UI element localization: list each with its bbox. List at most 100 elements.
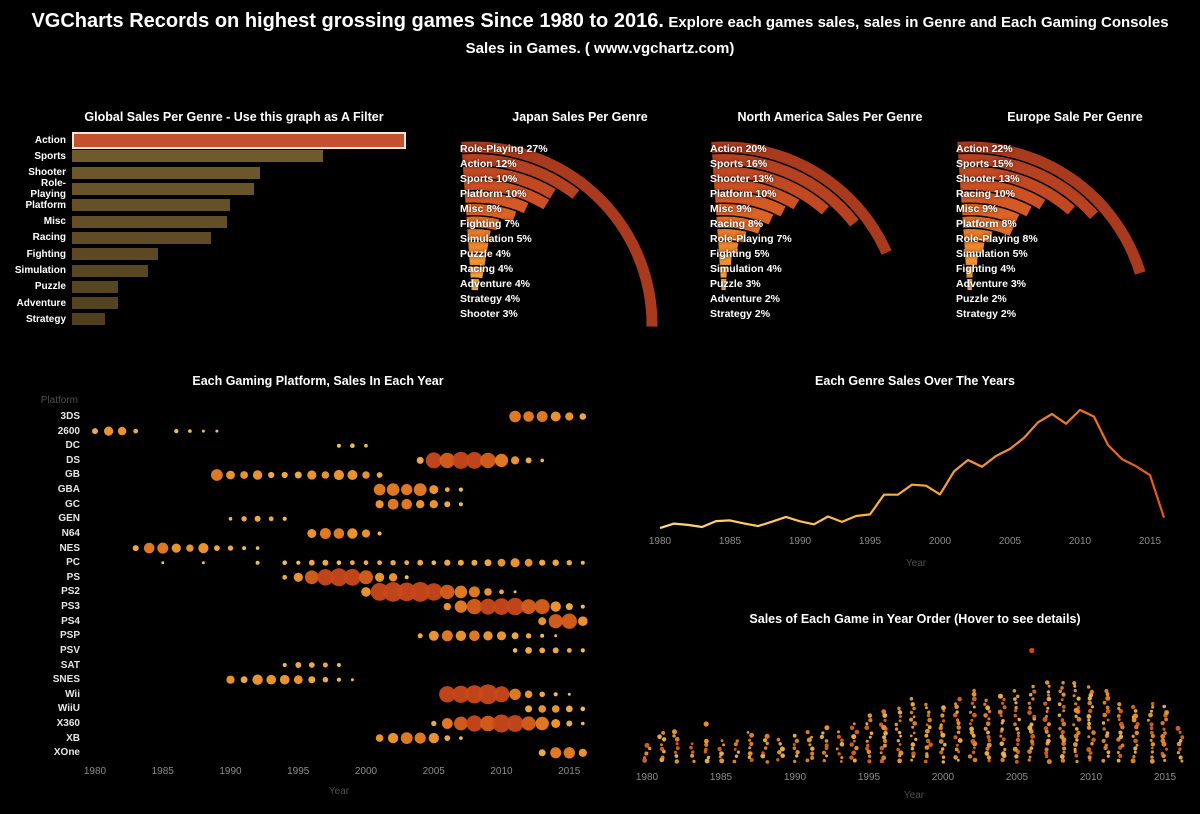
game-dot[interactable]: [1165, 747, 1168, 751]
game-dot[interactable]: [659, 746, 665, 752]
genre-bar-row[interactable]: Simulation: [8, 262, 460, 278]
sales-bubble[interactable]: [444, 559, 451, 566]
game-dot[interactable]: [748, 746, 752, 750]
sales-bubble[interactable]: [375, 734, 384, 742]
arc-platform[interactable]: [713, 178, 800, 210]
game-dot[interactable]: [776, 758, 780, 762]
sales-bubble[interactable]: [550, 601, 561, 612]
game-dot[interactable]: [1162, 727, 1166, 731]
game-dot[interactable]: [923, 759, 928, 764]
game-dot[interactable]: [1027, 749, 1032, 754]
game-dot[interactable]: [954, 702, 957, 706]
game-dot[interactable]: [868, 735, 872, 739]
game-dot[interactable]: [854, 729, 860, 735]
game-dot[interactable]: [765, 760, 770, 764]
sales-bubble[interactable]: [322, 676, 329, 683]
game-dot[interactable]: [822, 758, 826, 763]
game-dot[interactable]: [1047, 684, 1051, 688]
game-dot[interactable]: [1031, 697, 1035, 701]
game-dot[interactable]: [1045, 714, 1048, 718]
game-dot[interactable]: [837, 730, 840, 734]
game-dot[interactable]: [810, 751, 815, 756]
game-dot[interactable]: [1076, 696, 1081, 701]
game-dot[interactable]: [882, 743, 887, 748]
game-dot[interactable]: [839, 760, 843, 763]
game-dot[interactable]: [879, 759, 884, 764]
game-dot[interactable]: [956, 758, 960, 762]
game-dot[interactable]: [941, 747, 945, 751]
sales-bubble[interactable]: [143, 542, 155, 554]
arc-racing[interactable]: [468, 241, 489, 254]
sales-bubble[interactable]: [255, 560, 260, 565]
sales-bubble[interactable]: [506, 597, 524, 616]
game-dot[interactable]: [925, 706, 928, 710]
sales-bubble[interactable]: [390, 560, 396, 566]
game-dot[interactable]: [925, 752, 929, 756]
platform-label-gb[interactable]: GB: [65, 469, 80, 481]
sales-bubble[interactable]: [580, 560, 585, 565]
game-dot[interactable]: [1149, 722, 1154, 727]
game-dot[interactable]: [1045, 710, 1049, 713]
game-dot[interactable]: [954, 747, 959, 752]
game-dot[interactable]: [897, 706, 901, 711]
game-dot[interactable]: [851, 734, 857, 740]
game-dot[interactable]: [954, 704, 959, 710]
game-dot[interactable]: [912, 721, 917, 726]
game-dot[interactable]: [1105, 692, 1110, 697]
game-dot[interactable]: [675, 742, 679, 746]
game-dot[interactable]: [1028, 706, 1032, 710]
game-dot[interactable]: [1086, 747, 1092, 753]
game-dot[interactable]: [1104, 733, 1109, 738]
game-dot[interactable]: [1117, 718, 1121, 721]
game-dot[interactable]: [957, 696, 962, 702]
sales-bubble[interactable]: [401, 498, 413, 510]
sales-bubble[interactable]: [240, 676, 248, 684]
genre-line-plot[interactable]: [650, 394, 1190, 544]
game-dot[interactable]: [987, 717, 991, 721]
arc-simulation[interactable]: [718, 241, 739, 254]
sales-bubble[interactable]: [361, 587, 371, 597]
sales-bubble[interactable]: [459, 736, 463, 740]
sales-bubble[interactable]: [417, 559, 424, 566]
sales-bubble[interactable]: [400, 732, 413, 744]
sales-bubble[interactable]: [388, 573, 398, 582]
game-dot[interactable]: [942, 719, 946, 723]
sales-bubble[interactable]: [554, 634, 558, 638]
game-dot[interactable]: [972, 705, 976, 709]
game-dot[interactable]: [689, 745, 693, 750]
game-dot[interactable]: [952, 712, 958, 718]
game-dot[interactable]: [1062, 709, 1066, 713]
game-dot[interactable]: [1029, 739, 1035, 744]
game-dot[interactable]: [986, 742, 992, 748]
game-dot[interactable]: [779, 746, 785, 752]
game-dot[interactable]: [1118, 730, 1123, 735]
sales-bubble[interactable]: [333, 469, 344, 481]
game-dot[interactable]: [883, 718, 887, 722]
sales-bubble[interactable]: [565, 603, 573, 611]
genre-bar-row[interactable]: Action: [8, 131, 460, 149]
sales-bubble[interactable]: [417, 633, 423, 639]
game-dot[interactable]: [1150, 709, 1153, 713]
game-dot[interactable]: [867, 713, 873, 718]
game-dot[interactable]: [1013, 722, 1017, 726]
platform-label-psv[interactable]: PSV: [59, 644, 80, 656]
sales-bubble[interactable]: [468, 586, 480, 598]
game-dot[interactable]: [1045, 680, 1050, 685]
sales-bubble[interactable]: [304, 570, 319, 585]
game-dot[interactable]: [956, 730, 961, 735]
sales-bubble[interactable]: [228, 517, 233, 521]
game-dot[interactable]: [939, 750, 944, 755]
game-dot[interactable]: [1086, 685, 1091, 689]
game-dot[interactable]: [956, 725, 961, 730]
game-dot[interactable]: [776, 737, 781, 742]
game-dot[interactable]: [1106, 754, 1110, 758]
game-dot[interactable]: [1016, 731, 1021, 735]
sales-bubble[interactable]: [525, 633, 532, 639]
game-dot[interactable]: [897, 730, 902, 735]
platform-bubble-plot[interactable]: [86, 408, 626, 768]
arc-sports[interactable]: [462, 166, 556, 199]
game-dot[interactable]: [894, 722, 898, 727]
game-dot[interactable]: [1131, 734, 1135, 738]
game-dot[interactable]: [1015, 694, 1020, 699]
genre-bar-role-playing[interactable]: [72, 183, 254, 196]
